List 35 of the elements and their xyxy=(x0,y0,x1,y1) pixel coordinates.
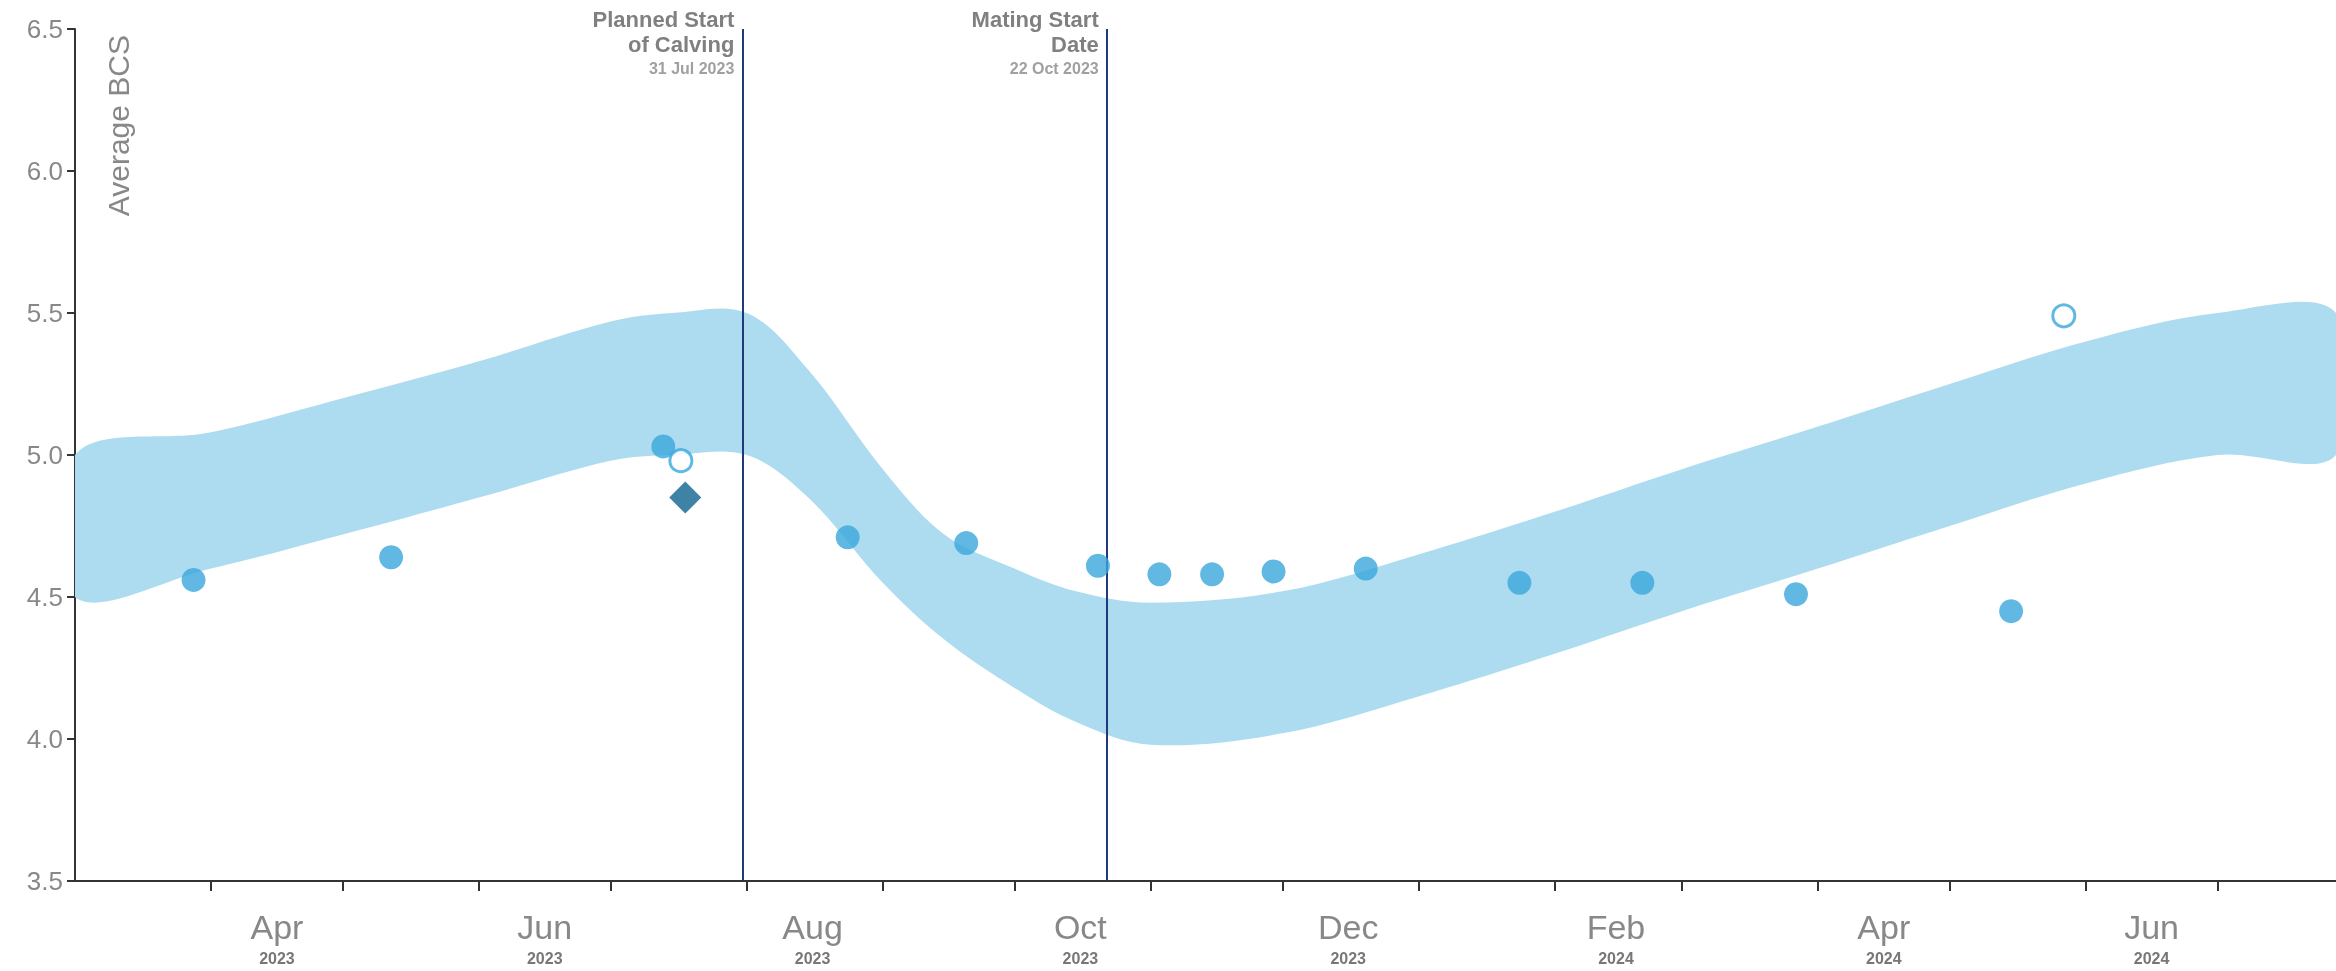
ref-line-label: Mating Start Date 22 Oct 2023 xyxy=(971,7,1100,77)
point xyxy=(2051,303,2077,329)
y-tick-label: 5.0 xyxy=(26,440,63,470)
point xyxy=(1147,562,1172,587)
point xyxy=(1999,599,2024,624)
x-tick-label: Feb 2024 xyxy=(1586,908,1646,967)
ref-line-label: Planned Start of Calving 31 Jul 2023 xyxy=(592,7,735,77)
y-tick-label: 4.0 xyxy=(26,724,63,754)
point xyxy=(1200,562,1225,587)
point xyxy=(669,481,702,514)
y-tick-label: 3.5 xyxy=(26,866,63,896)
point xyxy=(651,434,676,459)
point xyxy=(1085,553,1110,578)
y-axis-title: Average BCS xyxy=(101,35,135,217)
point xyxy=(1261,559,1286,584)
point xyxy=(835,525,860,550)
point xyxy=(668,448,694,474)
x-tick-label: Oct 2023 xyxy=(1053,908,1108,967)
y-tick-label: 5.5 xyxy=(26,298,63,328)
point xyxy=(181,567,206,592)
point xyxy=(1784,582,1808,607)
x-tick-label: Jun 2024 xyxy=(2124,908,2180,967)
point xyxy=(1507,570,1532,595)
x-tick-label: Dec 2023 xyxy=(1317,908,1379,967)
y-tick-label: 6.0 xyxy=(26,156,63,186)
x-tick-label: Apr 2024 xyxy=(1857,908,1911,967)
point xyxy=(1353,556,1378,581)
x-tick-label: Apr 2023 xyxy=(250,908,304,967)
point xyxy=(1630,570,1655,595)
x-tick-label: Aug 2023 xyxy=(782,908,843,967)
y-tick-label: 4.5 xyxy=(26,582,63,612)
y-tick-label: 6.5 xyxy=(26,14,63,44)
point xyxy=(379,545,404,570)
point xyxy=(954,531,979,556)
x-tick-label: Jun 2023 xyxy=(517,908,573,967)
